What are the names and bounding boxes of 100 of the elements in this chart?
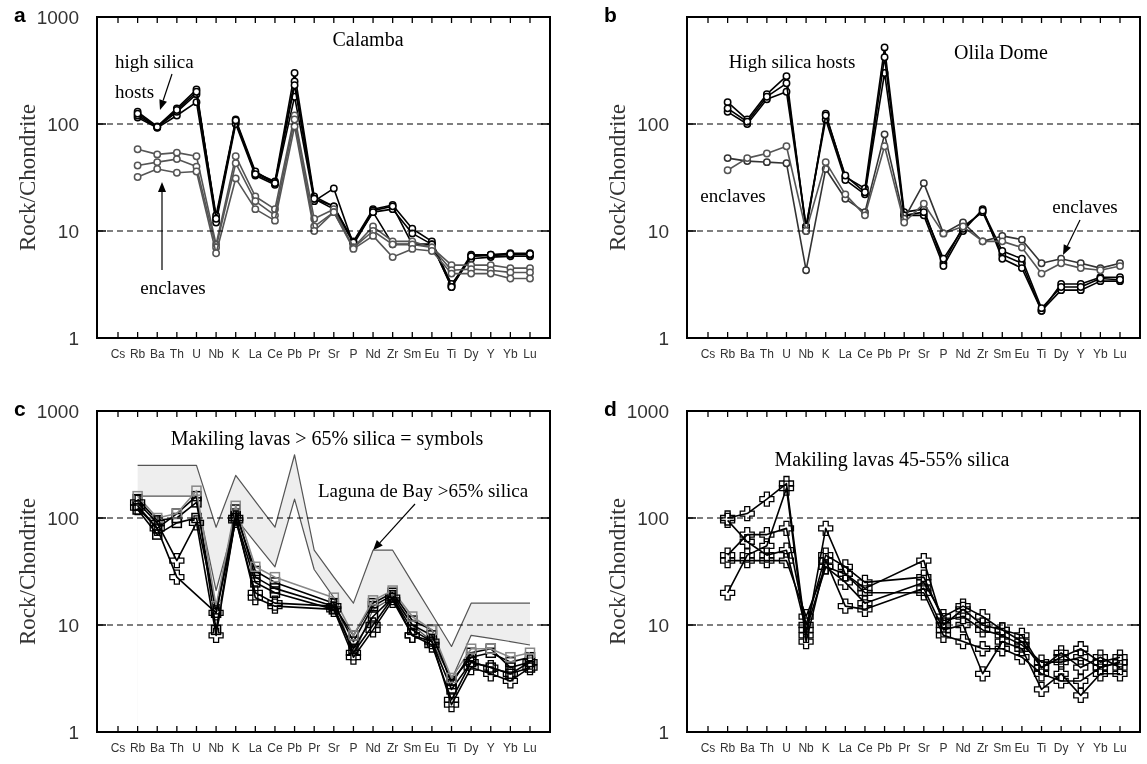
x-tick-label: Yb <box>503 347 519 361</box>
x-tick-label: P <box>939 347 948 361</box>
x-tick-label: Ce <box>857 347 873 361</box>
x-tick-label: K <box>821 347 830 361</box>
x-tick-label: Yb <box>1093 741 1109 755</box>
x-tick-label: Lu <box>523 347 537 361</box>
x-tick-label: Cs <box>110 347 126 361</box>
x-tick-label: Sr <box>327 741 340 755</box>
x-tick-label: U <box>782 347 791 361</box>
text: b <box>604 3 617 26</box>
x-tick-label: Nd <box>365 741 381 755</box>
annotation: enclaves <box>140 277 206 298</box>
x-tick-label: Rb <box>719 347 736 361</box>
y-tick-label: 100 <box>637 113 669 135</box>
text: c <box>14 397 26 420</box>
annotation: enclaves <box>1052 196 1118 217</box>
x-tick-label: Sm <box>403 741 422 755</box>
y-tick-label: 10 <box>57 614 79 636</box>
x-tick-label: Yb <box>1093 347 1109 361</box>
x-tick-label: La <box>838 347 853 361</box>
x-tick-label: Cs <box>700 347 716 361</box>
x-tick-label: Zr <box>977 347 989 361</box>
y-tick-label: 10 <box>57 220 79 242</box>
x-tick-label: Th <box>169 741 184 755</box>
x-tick-label: Sr <box>917 347 930 361</box>
y-tick-label: 1 <box>658 327 669 349</box>
x-tick-label: Nb <box>208 347 225 361</box>
x-tick-label: Pb <box>877 347 893 361</box>
x-tick-label: Rb <box>719 741 736 755</box>
x-tick-label: Dy <box>1053 347 1069 361</box>
x-tick-label: Th <box>759 347 774 361</box>
x-tick-label: Ti <box>446 741 457 755</box>
x-tick-label: Ti <box>1036 347 1047 361</box>
x-tick-label: Y <box>486 347 495 361</box>
text: Calamba <box>332 28 404 50</box>
y-axis-title: Rock/Chondrite <box>15 104 40 251</box>
x-tick-label: La <box>838 741 853 755</box>
x-tick-label: Nd <box>365 347 381 361</box>
text: Makiling lavas > 65% silica = symbols <box>170 427 484 450</box>
x-tick-label: Yb <box>503 741 519 755</box>
text: Olila Dome <box>954 41 1049 63</box>
x-tick-label: Ba <box>739 741 755 755</box>
x-tick-label: Pb <box>877 741 893 755</box>
x-tick-label: Pb <box>287 347 303 361</box>
x-tick-label: P <box>349 347 358 361</box>
x-tick-label: Sm <box>403 347 422 361</box>
x-tick-label: Ti <box>1036 741 1047 755</box>
x-tick-label: Cs <box>110 741 126 755</box>
y-axis-title: Rock/Chondrite <box>605 104 630 251</box>
x-tick-label: Sm <box>993 347 1012 361</box>
x-tick-label: Dy <box>463 741 479 755</box>
x-tick-label: Nb <box>208 741 225 755</box>
x-tick-label: Nb <box>798 347 815 361</box>
x-tick-label: U <box>192 741 201 755</box>
x-tick-label: U <box>782 741 791 755</box>
x-tick-label: Y <box>1076 741 1085 755</box>
x-tick-label: Eu <box>1014 741 1030 755</box>
text: a <box>14 3 26 26</box>
x-tick-label: Rb <box>129 347 146 361</box>
x-tick-label: Nd <box>955 741 971 755</box>
x-tick-label: Ce <box>857 741 873 755</box>
x-tick-label: Th <box>169 347 184 361</box>
y-tick-label: 1000 <box>36 400 79 422</box>
y-tick-label: 1 <box>658 721 669 743</box>
y-tick-label: 100 <box>47 113 79 135</box>
x-tick-label: Eu <box>424 347 440 361</box>
annotation: High silica hosts <box>728 51 856 72</box>
y-tick-label: 100 <box>637 507 669 529</box>
x-tick-label: Pr <box>898 347 911 361</box>
text: Makiling lavas 45-55% silica <box>774 448 1010 471</box>
x-tick-label: Ba <box>739 347 755 361</box>
x-tick-label: Eu <box>424 741 440 755</box>
x-tick-label: K <box>231 741 240 755</box>
y-tick-label: 100 <box>47 507 79 529</box>
y-tick-label: 1 <box>68 721 79 743</box>
y-tick-label: 10 <box>647 614 669 636</box>
x-tick-label: P <box>349 741 358 755</box>
x-tick-label: Lu <box>1113 347 1127 361</box>
x-tick-label: Zr <box>387 741 399 755</box>
y-tick-label: 1000 <box>626 400 669 422</box>
x-tick-label: Eu <box>1014 347 1030 361</box>
x-tick-label: K <box>821 741 830 755</box>
x-tick-label: Ti <box>446 347 457 361</box>
annotation: Laguna de Bay >65% silica <box>317 480 529 501</box>
x-tick-label: Lu <box>1113 741 1127 755</box>
x-tick-label: U <box>192 347 201 361</box>
y-tick-label: 10 <box>647 220 669 242</box>
text: d <box>604 397 617 420</box>
x-tick-label: Ba <box>149 741 165 755</box>
annotation: enclaves <box>700 185 766 206</box>
y-tick-label: 1 <box>68 327 79 349</box>
x-tick-label: Pr <box>308 347 321 361</box>
x-tick-label: Nd <box>955 347 971 361</box>
x-tick-label: Lu <box>523 741 537 755</box>
x-tick-label: Y <box>1076 347 1085 361</box>
x-tick-label: Sr <box>327 347 340 361</box>
x-tick-label: Ce <box>267 347 283 361</box>
x-tick-label: La <box>248 347 263 361</box>
x-tick-label: Th <box>759 741 774 755</box>
y-tick-label: 1000 <box>36 6 79 28</box>
